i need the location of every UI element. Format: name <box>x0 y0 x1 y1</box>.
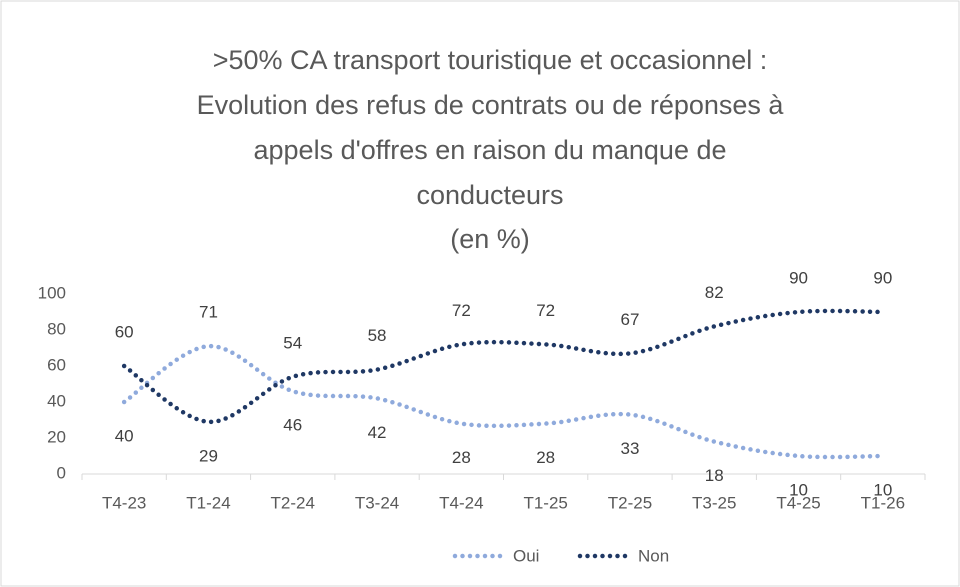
data-label: 71 <box>199 303 218 322</box>
data-label: 46 <box>283 416 302 435</box>
data-label: 58 <box>368 326 387 345</box>
data-label: 82 <box>705 283 724 302</box>
x-tick-label: T1-25 <box>523 493 567 512</box>
data-label: 67 <box>620 310 639 329</box>
chart-title: Evolution des refus de contrats ou de ré… <box>197 90 785 120</box>
data-label: 29 <box>199 446 218 465</box>
x-tick-label: T1-24 <box>186 493 230 512</box>
x-tick-label: T1-26 <box>861 493 905 512</box>
x-tick-label: T4-23 <box>102 493 146 512</box>
y-tick-label: 60 <box>47 355 66 374</box>
data-label: 72 <box>536 301 555 320</box>
chart-title: >50% CA transport touristique et occasio… <box>213 45 768 75</box>
x-tick-label: T4-24 <box>439 493 483 512</box>
data-label: 90 <box>873 268 892 287</box>
data-label: 72 <box>452 301 471 320</box>
series-line <box>121 308 886 425</box>
x-tick-label: T3-25 <box>692 493 736 512</box>
y-tick-label: 0 <box>57 463 66 482</box>
data-label: 28 <box>536 448 555 467</box>
series-line <box>121 343 886 460</box>
data-label: 60 <box>115 322 134 341</box>
x-tick-label: T3-24 <box>355 493 399 512</box>
legend-label: Non <box>638 546 669 565</box>
x-tick-label: T2-25 <box>608 493 652 512</box>
data-label: 10 <box>873 480 892 499</box>
y-tick-label: 20 <box>47 427 66 446</box>
data-label: 42 <box>368 423 387 442</box>
chart-title: appels d'offres en raison du manque de <box>254 135 727 165</box>
x-tick-label: T2-24 <box>271 493 315 512</box>
data-label: 40 <box>115 426 134 445</box>
chart-title: (en %) <box>450 224 530 254</box>
data-label: 54 <box>283 333 302 352</box>
data-label: 33 <box>620 439 639 458</box>
data-label: 10 <box>789 480 808 499</box>
data-label: 18 <box>705 466 724 485</box>
y-tick-label: 100 <box>38 283 66 302</box>
chart-title: conducteurs <box>416 180 563 210</box>
y-tick-label: 40 <box>47 391 66 410</box>
x-tick-label: T4-25 <box>776 493 820 512</box>
legend-label: Oui <box>513 546 539 565</box>
y-tick-label: 80 <box>47 319 66 338</box>
data-label: 28 <box>452 448 471 467</box>
data-label: 90 <box>789 268 808 287</box>
